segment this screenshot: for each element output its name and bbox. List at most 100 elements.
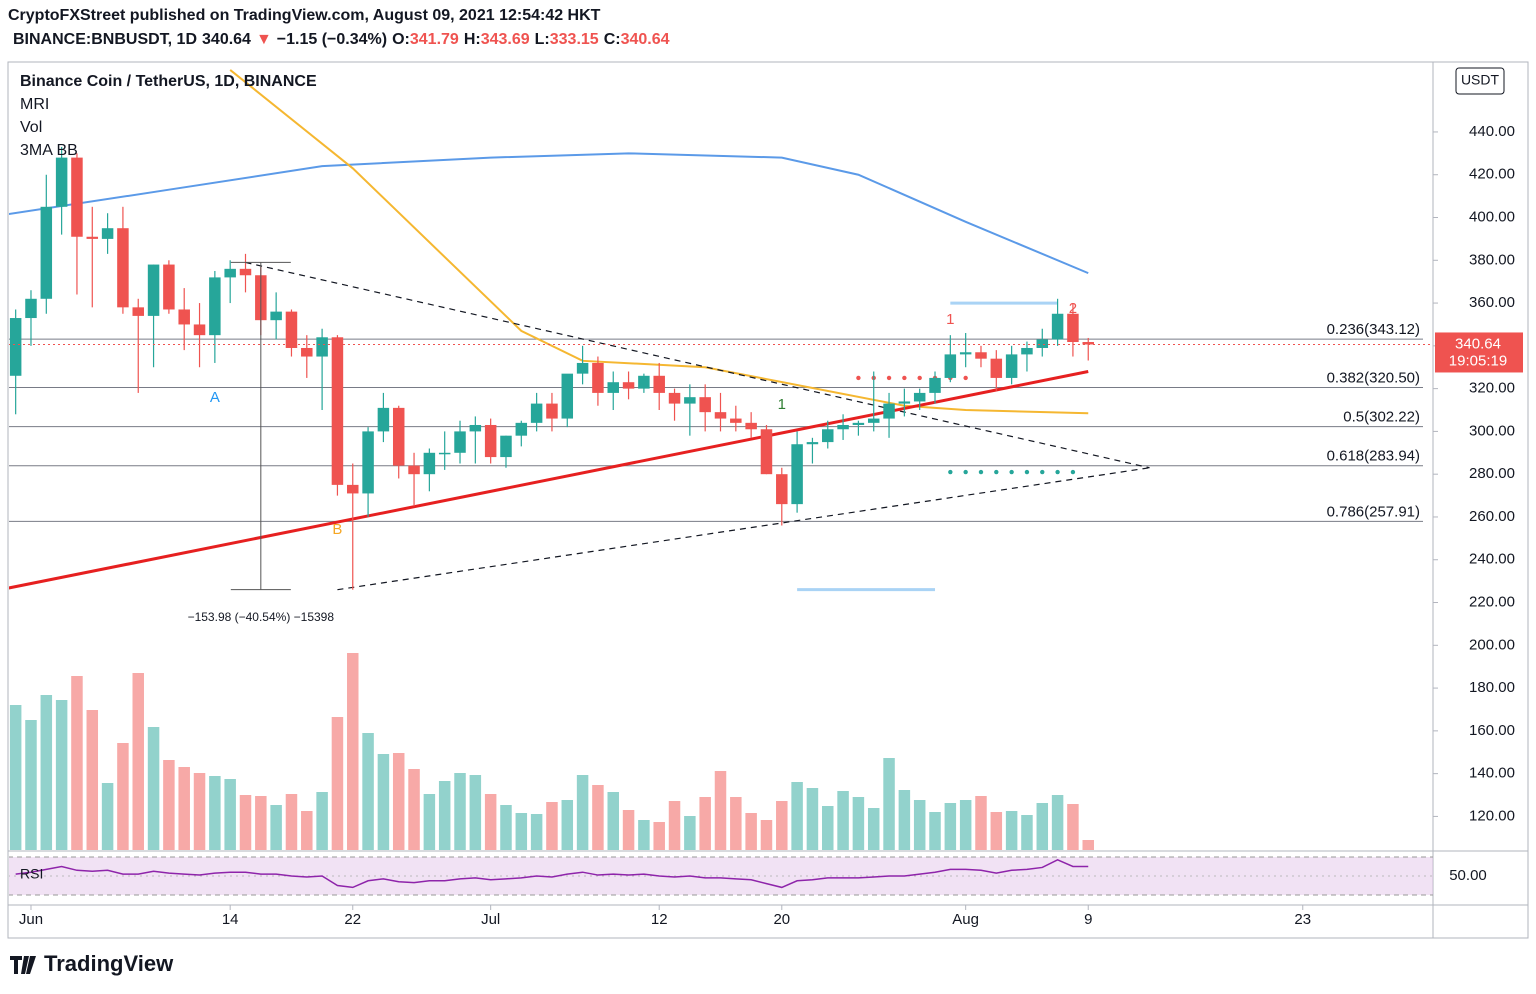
x-tick-label: 23 [1294, 911, 1311, 928]
candle-body [929, 377, 941, 393]
volume-bar [653, 822, 665, 850]
dot-row [856, 375, 968, 381]
volume-bar [1005, 811, 1018, 850]
volume-bar [1021, 815, 1033, 850]
axes: 120.00 140.00 160.00 180.00 200.00 220.00 240.… [19, 123, 1523, 928]
candle-body [883, 403, 895, 419]
dot [886, 375, 892, 381]
dot [963, 375, 968, 381]
candle-body [653, 375, 665, 393]
fib-label: 0.786(257.91) [1327, 503, 1420, 520]
ma-line [9, 152, 1089, 275]
candle-body [607, 382, 619, 393]
y-tick-label: 320.00 [1469, 380, 1515, 397]
volume-bar [990, 812, 1003, 850]
candle-body [301, 347, 313, 357]
candle-body [959, 352, 972, 355]
y-tick-label: 280.00 [1469, 465, 1515, 482]
volume-bar [730, 797, 742, 850]
rsi-line [15, 859, 1089, 889]
change: −1.15 (−0.34%) [277, 31, 387, 48]
volume-bar [791, 782, 803, 850]
arrow: ▼ [256, 31, 272, 48]
legend-item: Vol [20, 119, 42, 136]
volume-bar [1036, 803, 1049, 850]
volume-bar [255, 796, 267, 850]
volume-bar [347, 653, 359, 850]
volume-bar [55, 700, 68, 850]
candle-body [1067, 313, 1079, 343]
volume-bar [622, 810, 635, 850]
dot [963, 469, 968, 475]
candle-body [209, 277, 221, 336]
candle-body [898, 401, 911, 404]
volume-bar [285, 794, 298, 850]
dashed-trendline [245, 261, 1150, 469]
volume-bar [163, 760, 175, 850]
volume-bar [760, 820, 773, 850]
x-tick-label: 14 [222, 911, 239, 928]
x-tick-label: 12 [651, 911, 668, 928]
volume-bar [929, 812, 941, 850]
candle-body [117, 228, 129, 308]
y-tick-label: 120.00 [1469, 807, 1515, 824]
dot [1009, 469, 1014, 475]
candle-body [484, 424, 497, 458]
ohlc-value: 343.69 [481, 31, 530, 48]
currency: USDT [1461, 72, 1500, 88]
measure-label: −153.98 (−40.54%) −15398 [188, 610, 335, 624]
legend-item: 3MA BB [20, 142, 78, 159]
volume-bar [71, 676, 83, 850]
ohlc-label: O: [392, 31, 410, 48]
candle-body [454, 431, 466, 453]
dashed-trendline [337, 467, 1150, 591]
dot [1040, 469, 1045, 475]
marker-label: B [332, 521, 342, 538]
dot [917, 375, 922, 381]
candle-body [347, 484, 359, 494]
dot [1055, 469, 1060, 475]
volume-bar [132, 673, 144, 850]
candle-body [730, 418, 742, 423]
currency-box [1455, 67, 1505, 95]
ohlc-label: C: [604, 31, 621, 48]
rsi-pane [9, 856, 1433, 896]
candle-body [791, 444, 803, 505]
candle-body [101, 228, 114, 239]
price-pane: 0.236(343.12) 0.382(320.50) 0.5(302.22) 0.6… [9, 69, 1433, 850]
candle-body [745, 422, 757, 430]
volume-bar [438, 781, 451, 850]
y-tick-label: 180.00 [1469, 679, 1515, 696]
candle-body [40, 206, 53, 299]
x-tick-label: Jul [481, 911, 500, 928]
volume-bar [9, 705, 22, 850]
y-tick-label: 160.00 [1469, 722, 1515, 739]
candle-body [239, 268, 252, 276]
volume-bar [316, 792, 328, 850]
symbol-line: BINANCE:BNBUSDT, 1D 340.64 ▼ −1.15 (−0.34%)… [13, 31, 670, 48]
logo: TradingView [10, 951, 174, 976]
marker-label: A [210, 389, 220, 406]
volume-bar [898, 790, 911, 850]
volume-bar [1051, 795, 1064, 850]
y-tick-label: 360.00 [1469, 294, 1515, 311]
candle-body [684, 397, 696, 404]
candle-body [163, 264, 175, 310]
candle-body [1036, 339, 1049, 348]
candle-body [822, 429, 834, 443]
volume-bar [40, 695, 53, 850]
candle-body [592, 362, 604, 393]
marker-label: 1 [778, 396, 786, 413]
volume-bar [745, 813, 757, 850]
candle-body [576, 362, 589, 374]
candle-body [285, 311, 298, 348]
volume-bar [331, 717, 344, 850]
volume-bar [530, 814, 543, 850]
candle-body [408, 465, 420, 475]
candle-body [86, 236, 99, 239]
volume-bar [469, 775, 482, 850]
dot [856, 375, 861, 381]
rsi-tick-label: 50.00 [1449, 867, 1487, 884]
candle-body [270, 311, 282, 321]
candle-body [515, 422, 528, 436]
